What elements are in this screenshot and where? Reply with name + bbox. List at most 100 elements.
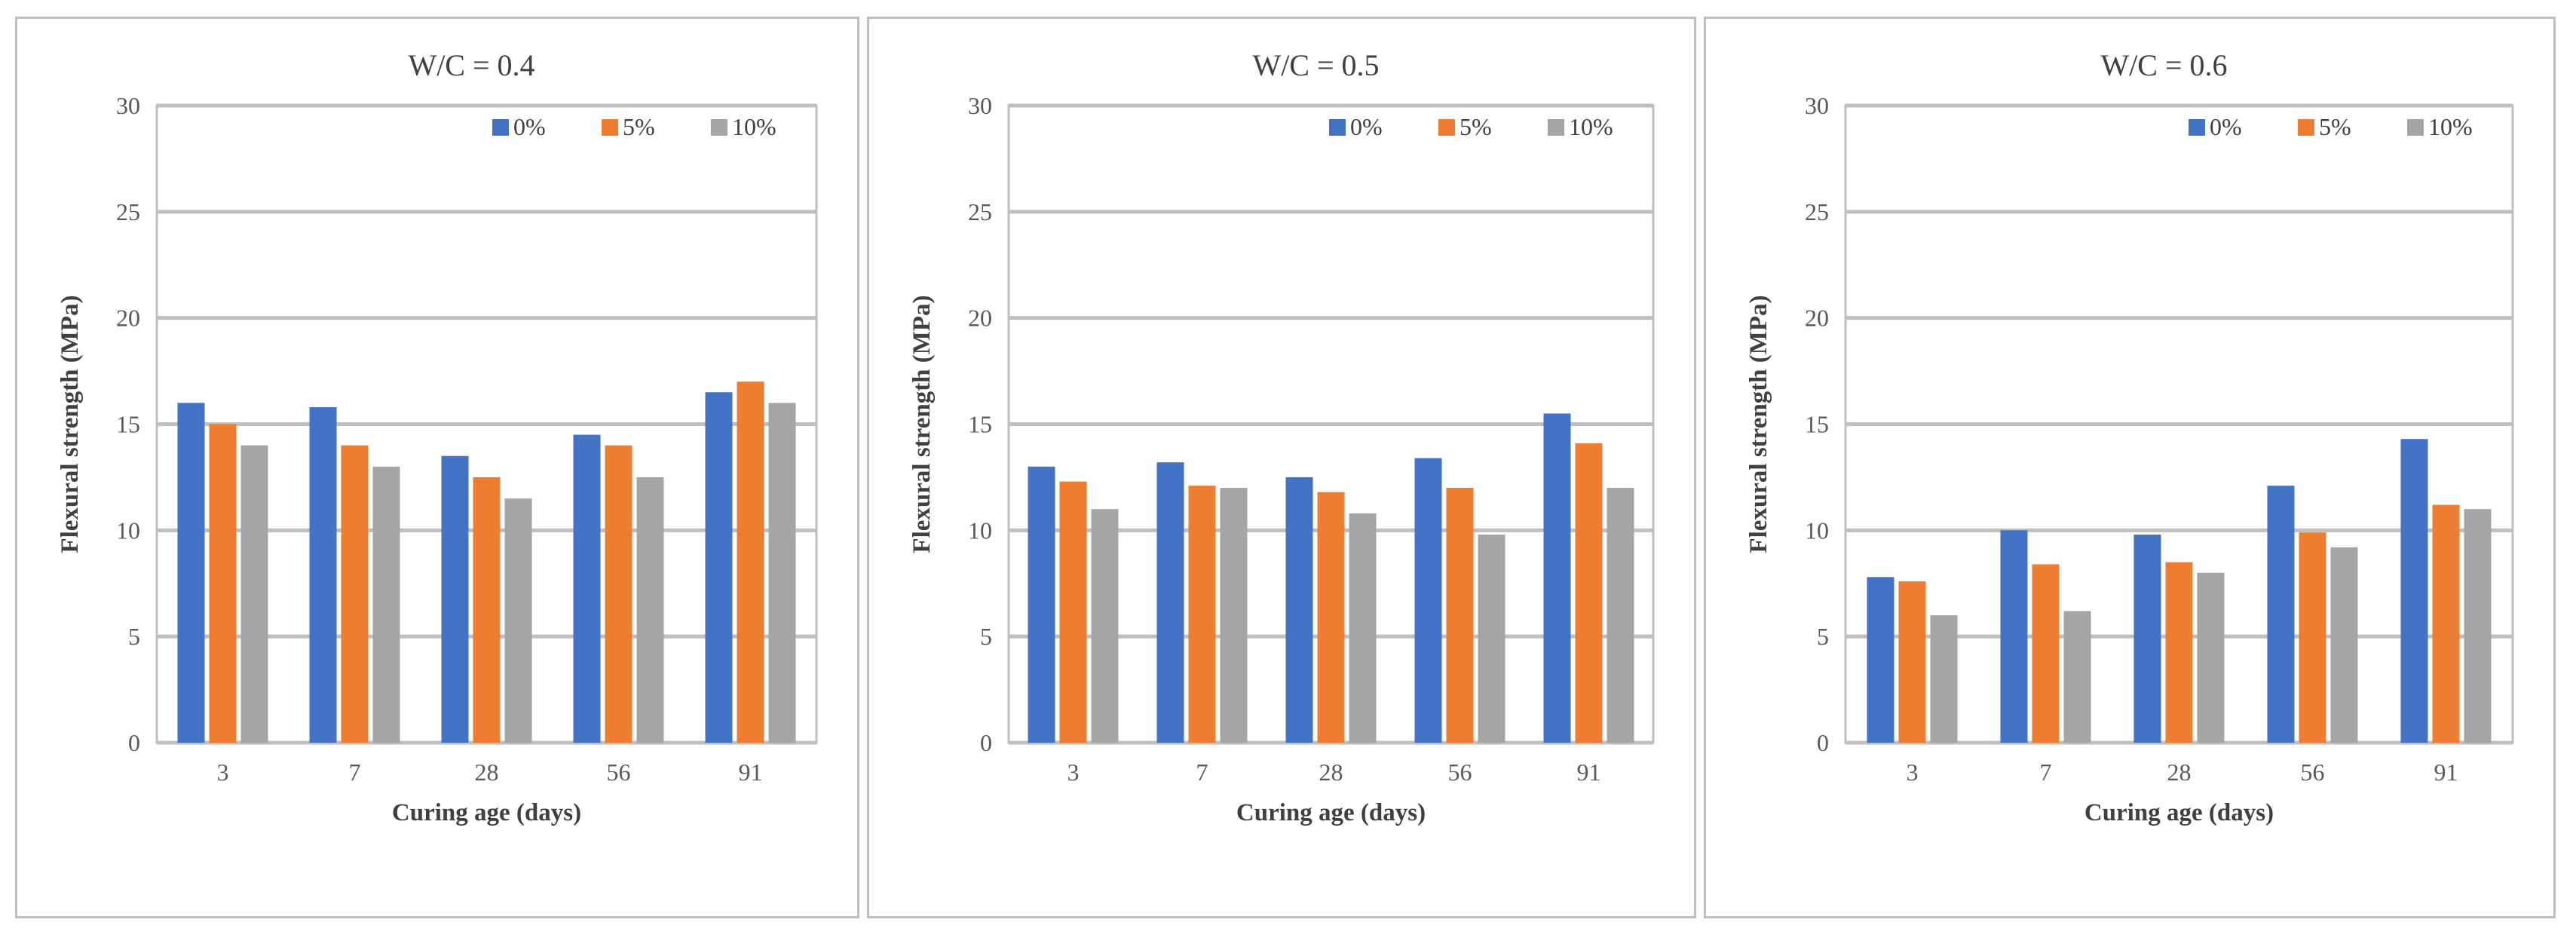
legend-swatch (1329, 119, 1346, 136)
x-tick-label: 28 (475, 759, 499, 786)
x-tick-label: 56 (1448, 759, 1472, 786)
chart-title: W/C = 0.5 (1252, 48, 1379, 82)
y-tick-label: 5 (128, 623, 140, 650)
legend-label: 10% (732, 113, 776, 140)
legend-swatch (2189, 119, 2205, 136)
y-tick-label: 5 (1817, 623, 1829, 650)
x-tick-label: 56 (607, 759, 631, 786)
bar-5pct-day-91 (2432, 504, 2460, 743)
bar-10pct-day-91 (2464, 509, 2492, 743)
bar-10pct-day-3 (1091, 509, 1119, 743)
bar-10pct-day-56 (636, 477, 664, 743)
x-tick-label: 7 (2040, 759, 2052, 786)
legend-swatch (492, 119, 509, 136)
y-tick-label: 30 (116, 92, 140, 119)
y-tick-label: 30 (1805, 92, 1829, 119)
x-tick-label: 28 (1319, 759, 1343, 786)
bar-5pct-day-7 (341, 445, 369, 743)
x-tick-label: 91 (739, 759, 763, 786)
bar-10pct-day-28 (504, 498, 532, 743)
bar-5pct-day-7 (1188, 486, 1216, 743)
legend-swatch (711, 119, 727, 136)
legend-label: 10% (1569, 113, 1613, 140)
bar-5pct-day-3 (209, 424, 237, 743)
chart-title: W/C = 0.6 (2100, 48, 2227, 82)
bar-0pct-day-91 (2400, 439, 2428, 743)
y-axis-label: Flexural strength (MPa) (57, 295, 84, 553)
y-tick-label: 25 (968, 198, 992, 225)
bar-10pct-day-28 (2197, 572, 2225, 743)
chart-panel-wc-0-6: 0 5 10 15 20 25 30 3 7 28 56 91 W/C = 0.6 Curing age … (1704, 17, 2556, 918)
x-tick-label: 3 (1067, 759, 1080, 786)
bar-5pct-day-56 (605, 445, 633, 743)
legend-swatch (602, 119, 618, 136)
x-tick-label: 3 (217, 759, 229, 786)
bar-0pct-day-28 (1285, 477, 1313, 743)
y-tick-label: 5 (980, 623, 992, 650)
legend-swatch (2298, 119, 2314, 136)
bar-10pct-day-7 (1220, 488, 1248, 743)
bar-5pct-day-28 (473, 477, 501, 743)
bar-10pct-day-28 (1349, 513, 1377, 743)
x-tick-label: 91 (2434, 759, 2458, 786)
bar-0pct-day-56 (1414, 458, 1442, 743)
x-tick-label: 91 (1577, 759, 1601, 786)
y-axis-label: Flexural strength (MPa) (908, 295, 936, 553)
bar-10pct-day-3 (1930, 615, 1958, 743)
y-tick-label: 25 (1805, 198, 1829, 225)
y-tick-label: 20 (968, 305, 992, 332)
bar-0pct-day-7 (1156, 462, 1184, 743)
chart-panel-wc-0-4: 0 5 10 15 20 25 30 3 7 28 56 91 W/C = 0.4 Curing age … (15, 17, 859, 918)
chart-svg: 0 5 10 15 20 25 30 3 7 28 56 91 W/C = 0.6 Curing age … (1745, 48, 2514, 826)
bar-5pct-day-91 (737, 382, 764, 743)
legend-swatch (2407, 119, 2424, 136)
y-tick-label: 25 (116, 198, 140, 225)
x-tick-label: 7 (1196, 759, 1208, 786)
bar-0pct-day-3 (1867, 577, 1894, 743)
x-tick-label: 56 (2301, 759, 2325, 786)
chart-title: W/C = 0.4 (408, 48, 534, 82)
legend-label: 5% (2319, 113, 2351, 140)
bar-0pct-day-3 (1028, 466, 1055, 743)
bar-5pct-day-91 (1575, 443, 1603, 743)
y-tick-label: 10 (116, 517, 140, 544)
chart-svg: 0 5 10 15 20 25 30 3 7 28 56 91 W/C = 0.5 Curing age … (908, 48, 1655, 826)
x-tick-label: 7 (349, 759, 361, 786)
bar-0pct-day-28 (2133, 534, 2161, 743)
y-tick-label: 15 (116, 411, 140, 438)
legend-label: 5% (1460, 113, 1492, 140)
x-axis-label: Curing age (days) (392, 799, 581, 826)
bar-5pct-day-28 (1317, 492, 1345, 743)
y-tick-label: 15 (1805, 411, 1829, 438)
chart-svg: 0 5 10 15 20 25 30 3 7 28 56 91 W/C = 0.4 Curing age … (57, 48, 818, 826)
y-tick-label: 10 (968, 517, 992, 544)
legend-label: 0% (513, 113, 546, 140)
bar-10pct-day-56 (1478, 534, 1505, 743)
bar-5pct-day-56 (2299, 532, 2326, 743)
legend-swatch (1548, 119, 1564, 136)
legend-label: 5% (623, 113, 655, 140)
x-axis-label: Curing age (days) (2084, 799, 2274, 826)
bar-10pct-day-56 (2330, 547, 2358, 743)
bar-10pct-day-3 (240, 445, 268, 743)
y-tick-label: 0 (1817, 729, 1829, 756)
legend-swatch (1438, 119, 1455, 136)
bar-10pct-day-91 (1607, 488, 1634, 743)
y-tick-label: 20 (1805, 305, 1829, 332)
bar-0pct-day-56 (573, 434, 601, 743)
bar-10pct-day-7 (372, 466, 400, 743)
bar-0pct-day-3 (177, 403, 205, 743)
legend-label: 0% (1350, 113, 1383, 140)
bar-10pct-day-91 (768, 403, 796, 743)
y-tick-label: 10 (1805, 517, 1829, 544)
y-tick-label: 30 (968, 92, 992, 119)
x-tick-label: 3 (1907, 759, 1919, 786)
bar-5pct-day-28 (2165, 562, 2193, 743)
y-tick-label: 15 (968, 411, 992, 438)
x-tick-label: 28 (2167, 759, 2192, 786)
bar-10pct-day-7 (2063, 611, 2091, 743)
bar-5pct-day-3 (1898, 581, 1926, 743)
bar-0pct-day-7 (2000, 530, 2028, 743)
bar-0pct-day-91 (705, 392, 733, 743)
y-tick-label: 0 (980, 729, 992, 756)
